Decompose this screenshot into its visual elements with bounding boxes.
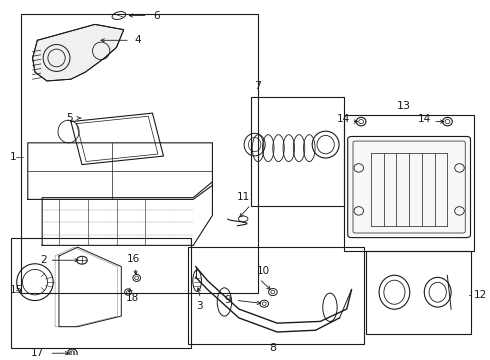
Text: 9: 9 xyxy=(224,295,231,305)
Text: 8: 8 xyxy=(269,343,276,353)
Bar xyxy=(366,251,471,334)
Text: 14: 14 xyxy=(418,114,431,124)
Text: 2: 2 xyxy=(40,255,47,265)
Bar xyxy=(21,14,258,293)
FancyBboxPatch shape xyxy=(348,136,470,238)
Text: 11: 11 xyxy=(237,192,250,202)
Text: 7: 7 xyxy=(254,81,262,91)
Text: 14: 14 xyxy=(336,114,350,124)
Text: 5: 5 xyxy=(66,113,73,123)
Bar xyxy=(344,114,474,251)
Text: 4: 4 xyxy=(135,35,141,45)
Bar xyxy=(11,238,191,348)
Polygon shape xyxy=(32,24,123,81)
Text: 6: 6 xyxy=(153,10,160,21)
Text: 12: 12 xyxy=(474,290,487,300)
Text: 16: 16 xyxy=(127,255,141,265)
Text: 3: 3 xyxy=(196,301,202,311)
Text: 15: 15 xyxy=(10,284,23,294)
Bar xyxy=(251,97,344,207)
Text: 13: 13 xyxy=(396,101,410,111)
Bar xyxy=(189,247,364,345)
Text: 18: 18 xyxy=(126,293,140,303)
Text: 17: 17 xyxy=(31,348,45,358)
Text: 10: 10 xyxy=(257,266,270,276)
Text: 1: 1 xyxy=(10,152,17,162)
